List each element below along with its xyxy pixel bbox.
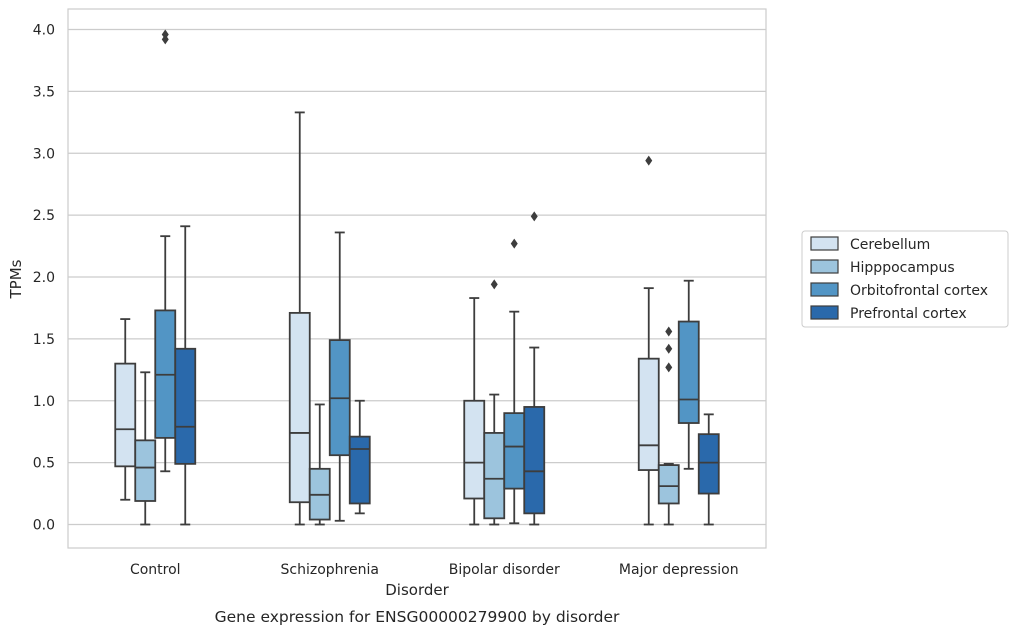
box-hipppocampus-control [134, 371, 157, 526]
box-cerebellum-control [114, 318, 137, 501]
iqr-box [697, 433, 720, 495]
iqr-box [657, 464, 680, 505]
x-tick-label: Major depression [619, 562, 739, 578]
legend-swatch [810, 236, 839, 251]
y-tick-label: 2.5 [33, 208, 55, 224]
iqr-box [134, 439, 157, 502]
box-orbitofrontal-cortex-control [154, 29, 177, 473]
chart-caption: Gene expression for ENSG00000279900 by d… [215, 608, 620, 626]
y-tick-label: 3.0 [33, 146, 55, 162]
grid-lines [68, 28, 766, 526]
x-axis-label: Disorder [385, 581, 449, 599]
box-hipppocampus-schizophrenia [308, 403, 331, 526]
iqr-box [114, 362, 137, 468]
x-axis-ticks: Control Schizophrenia Bipolar disorder Majo… [130, 562, 739, 578]
y-axis-label: TPMs [7, 259, 25, 299]
legend-label: Orbitofrontal cortex [850, 283, 988, 299]
box-orbitofrontal-cortex-major-depression [677, 279, 700, 470]
box-cerebellum-bipolar-disorder [463, 297, 486, 526]
box-prefrontal-cortex-schizophrenia [348, 399, 371, 515]
box-cerebellum-schizophrenia [288, 111, 311, 526]
legend-label: Cerebellum [850, 237, 930, 253]
legend-items: Cerebellum Hipppocampus Orbitofrontal cort… [810, 236, 988, 322]
x-tick-label: Bipolar disorder [449, 562, 560, 578]
iqr-box [463, 399, 486, 500]
iqr-box [677, 320, 700, 424]
plot-area-frame [67, 8, 767, 549]
outlier-point [530, 211, 538, 222]
iqr-box [637, 357, 660, 471]
box-hipppocampus-bipolar-disorder [483, 279, 506, 526]
outlier-point [665, 343, 673, 354]
iqr-box [523, 406, 546, 515]
legend-swatch [810, 305, 839, 320]
y-tick-label: 4.0 [33, 23, 55, 39]
outlier-point [645, 155, 653, 166]
y-tick-label: 2.0 [33, 270, 55, 286]
box-prefrontal-cortex-bipolar-disorder [523, 211, 546, 526]
legend-item: Prefrontal cortex [810, 305, 967, 322]
box-hipppocampus-major-depression [657, 326, 680, 526]
iqr-box [288, 311, 311, 504]
legend: Cerebellum Hipppocampus Orbitofrontal cort… [801, 230, 1009, 328]
y-tick-label: 0.5 [33, 456, 55, 472]
legend-frame [801, 230, 1009, 328]
legend-label: Hipppocampus [850, 260, 955, 276]
y-axis-ticks: 0.0 0.5 1.0 1.5 2.0 2.5 3.0 3.5 4.0 [33, 23, 55, 534]
iqr-box [503, 412, 526, 490]
box-cerebellum-major-depression [637, 155, 660, 526]
y-tick-label: 1.5 [33, 332, 55, 348]
legend-item: Cerebellum [810, 236, 930, 253]
box-plot-marks [114, 29, 720, 526]
iqr-box [348, 435, 371, 505]
legend-swatch [810, 282, 839, 297]
box-orbitofrontal-cortex-bipolar-disorder [503, 238, 526, 525]
iqr-box [174, 347, 197, 465]
box-orbitofrontal-cortex-schizophrenia [328, 231, 351, 522]
outlier-point [490, 279, 498, 290]
outlier-point [161, 29, 169, 40]
y-tick-label: 3.5 [33, 84, 55, 100]
legend-label: Prefrontal cortex [850, 306, 967, 322]
x-tick-label: Schizophrenia [281, 562, 379, 578]
y-tick-label: 1.0 [33, 394, 55, 410]
box-prefrontal-cortex-major-depression [697, 413, 720, 526]
outlier-point [665, 362, 673, 373]
outlier-point [665, 326, 673, 337]
outlier-point [510, 238, 518, 249]
box-prefrontal-cortex-control [174, 225, 197, 526]
legend-swatch [810, 259, 839, 274]
legend-item: Orbitofrontal cortex [810, 282, 988, 299]
x-tick-label: Control [130, 562, 181, 578]
legend-item: Hipppocampus [810, 259, 955, 276]
iqr-box [483, 432, 506, 520]
y-tick-label: 0.0 [33, 518, 55, 534]
